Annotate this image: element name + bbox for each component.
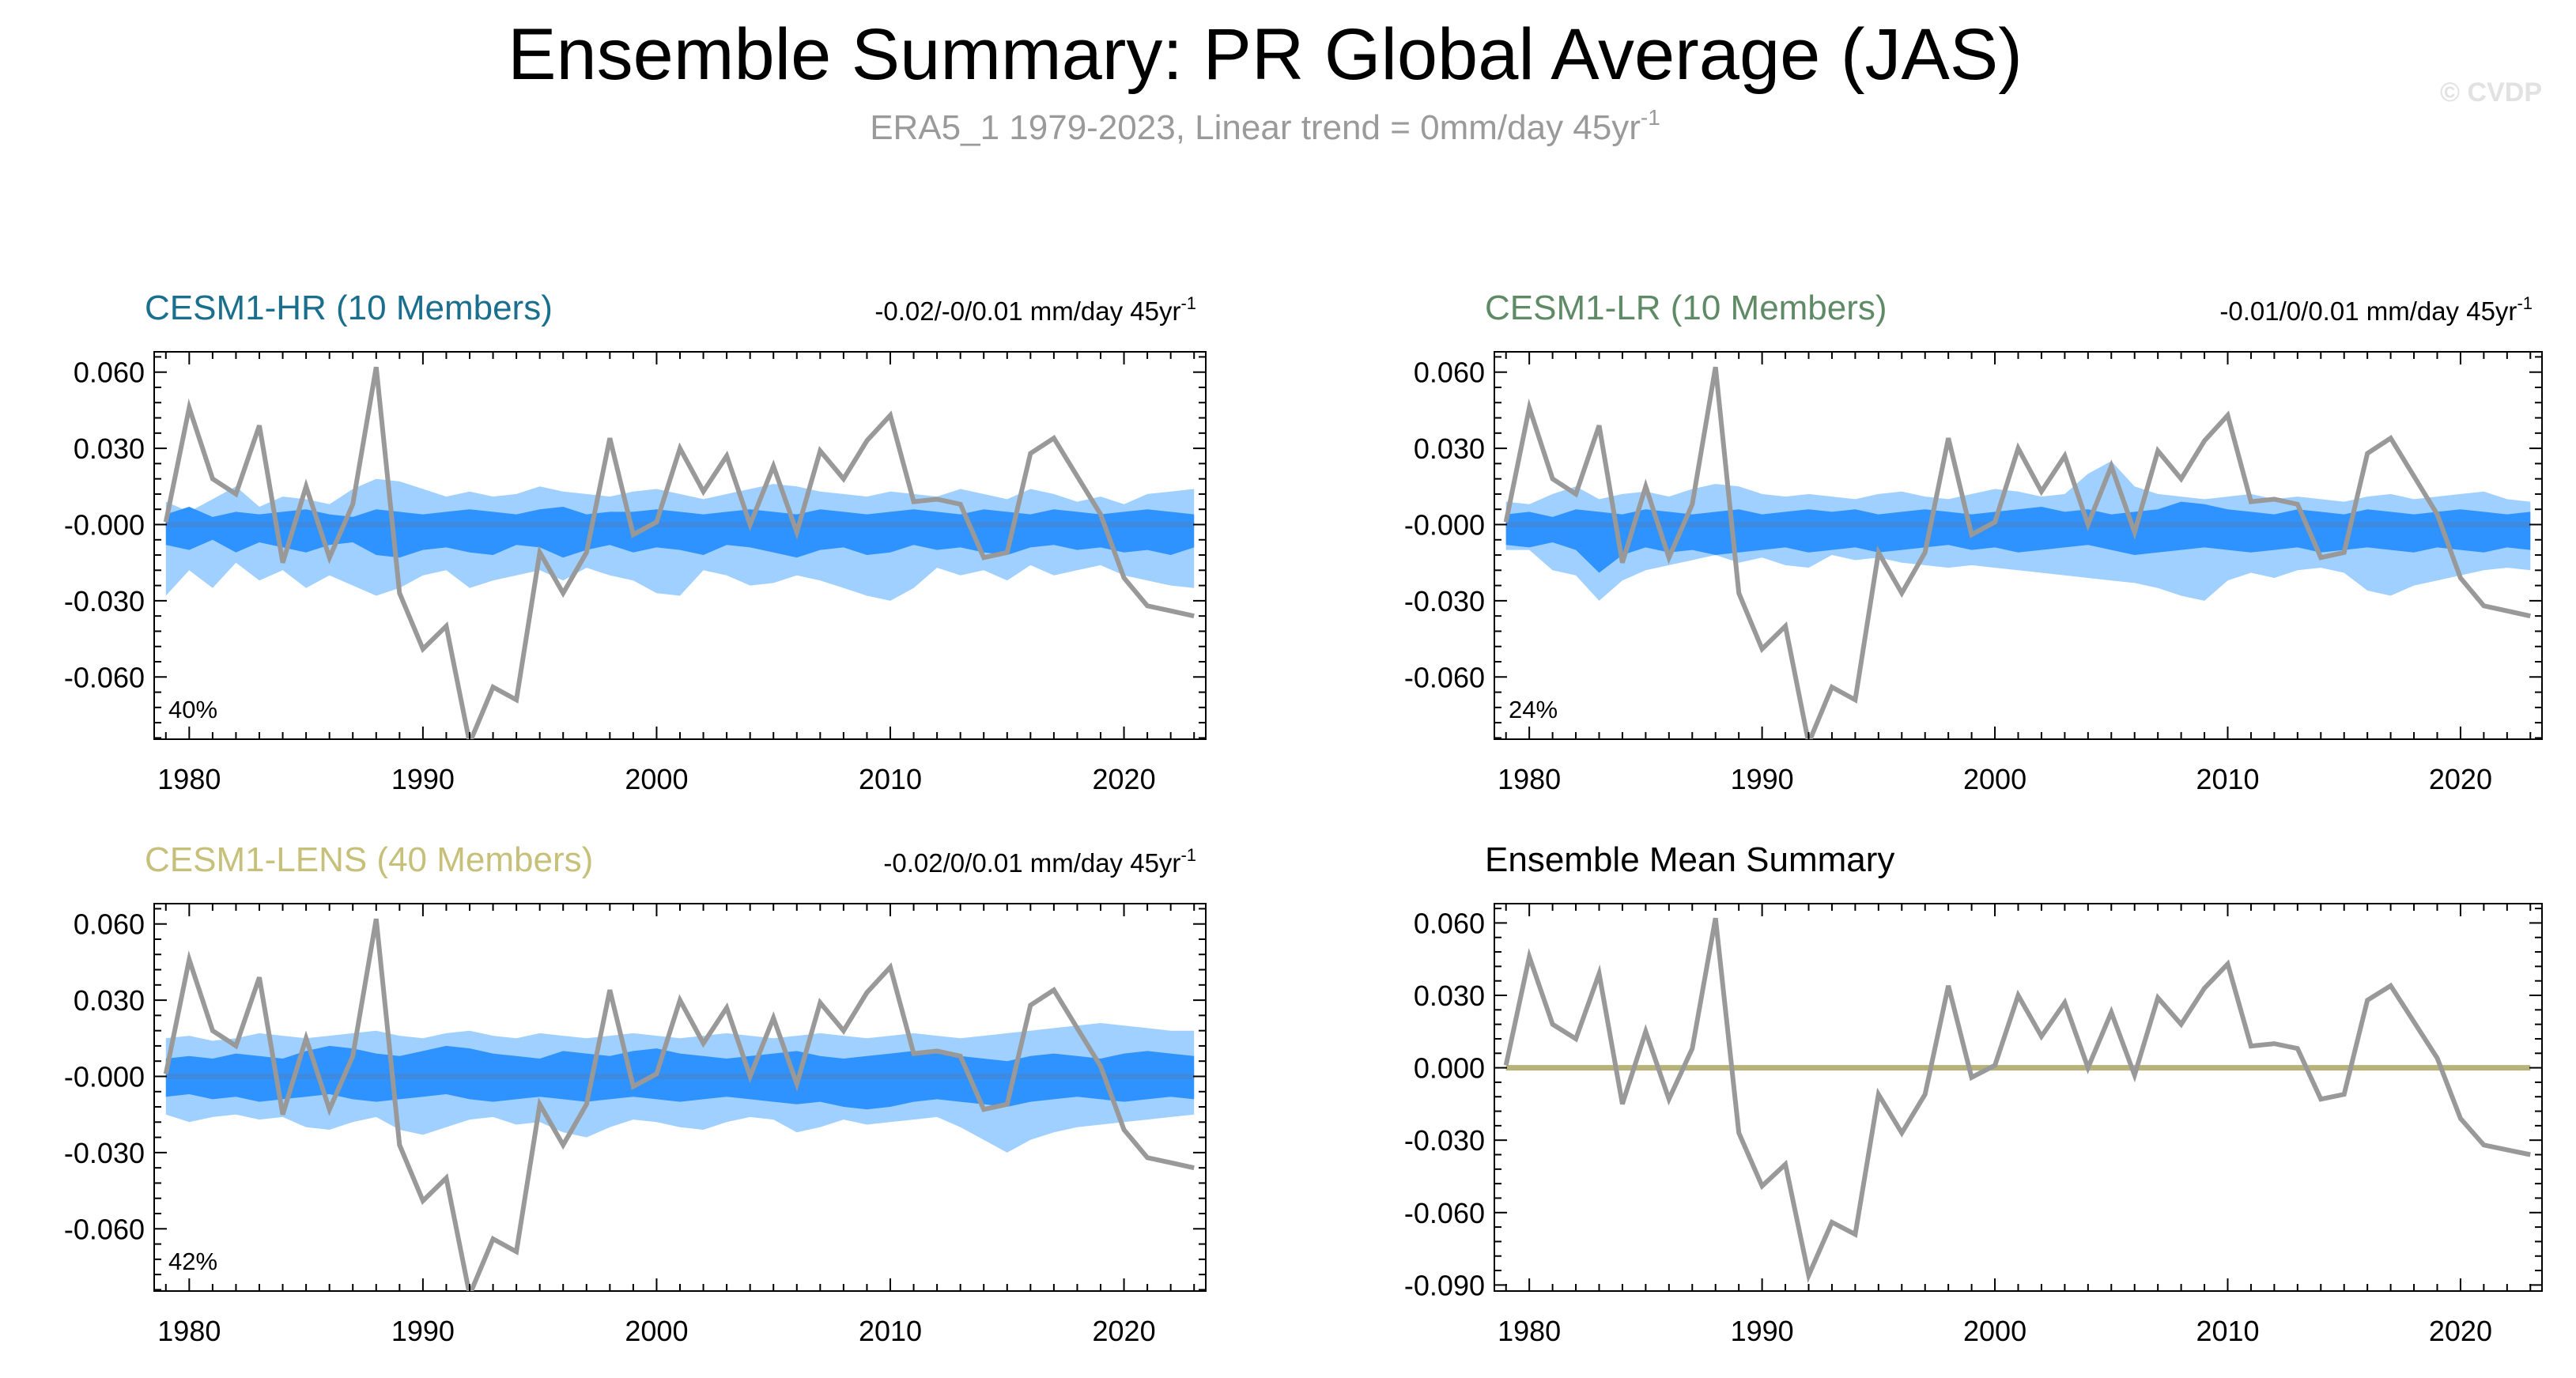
trend-range: -0.01/0/0.01 mm/day 45yr-1: [2219, 293, 2533, 326]
subtitle-superscript: -1: [1641, 105, 1660, 130]
y-tick-label: -0.030: [1404, 585, 1485, 617]
panel-cesm1-hr: 1980 1990 2000 2010 2020 0.060 0.030 -0.000 -0.0…: [64, 289, 1207, 795]
x-tick-label: 2000: [625, 1315, 688, 1347]
y-tick-label: 0.060: [74, 357, 145, 389]
x-tick-label: 1980: [157, 763, 221, 795]
panel-title: CESM1-LENS (40 Members): [145, 840, 593, 879]
x-tick-label: 2010: [2196, 763, 2259, 795]
x-tick-label: 2020: [1093, 763, 1156, 795]
plot-area: [163, 918, 1195, 1291]
watermark: © CVDP: [2440, 77, 2542, 108]
x-tick-label: 2020: [1093, 1315, 1156, 1347]
x-tick-label: 1990: [391, 1315, 455, 1347]
y-tick-label: 0.000: [1414, 1052, 1485, 1085]
trend-range: -0.02/0/0.01 mm/day 45yr-1: [883, 845, 1196, 878]
plot-area: [1503, 366, 2531, 739]
x-tick-label: 1980: [157, 1315, 221, 1347]
observed-line: [163, 918, 1195, 1291]
plot-frame: [1494, 903, 2543, 1292]
x-tick-label: 2010: [859, 763, 922, 795]
y-tick-label: -0.030: [1404, 1124, 1485, 1157]
x-tick-label: 2010: [2196, 1315, 2259, 1347]
y-tick-label: 0.030: [1414, 980, 1485, 1012]
y-tick-label: 0.060: [1414, 357, 1485, 389]
percent-label: 24%: [1509, 696, 1558, 723]
y-tick-label: -0.060: [1404, 661, 1485, 693]
y-tick-label: -0.000: [1404, 508, 1485, 541]
percent-label: 42%: [168, 1248, 217, 1275]
y-tick-label: -0.060: [1404, 1197, 1485, 1229]
observed-line: [163, 366, 1195, 739]
x-tick-label: 1980: [1498, 763, 1561, 795]
x-tick-label: 2020: [2429, 1315, 2492, 1347]
figure-title: Ensemble Summary: PR Global Average (JAS…: [508, 14, 2023, 95]
y-tick-label: -0.060: [64, 1213, 145, 1245]
x-tick-label: 2010: [859, 1315, 922, 1347]
plot-area: [1503, 917, 2531, 1284]
y-tick-label: 0.030: [74, 984, 145, 1017]
panel-title: Ensemble Mean Summary: [1485, 840, 1894, 879]
plot-area: [163, 366, 1195, 739]
y-tick-label: 0.030: [74, 432, 145, 465]
spread-band-inner: [1505, 501, 2531, 573]
y-tick-label: 0.060: [74, 908, 145, 941]
x-tick-label: 1990: [1731, 763, 1794, 795]
trend-range-superscript: -1: [1180, 293, 1196, 313]
x-tick-label: 2020: [2429, 763, 2492, 795]
y-tick-label: -0.000: [64, 1060, 145, 1093]
trend-range: -0.02/-0/0.01 mm/day 45yr-1: [874, 293, 1196, 326]
panel-ensemble-mean-summary: 1980 1990 2000 2010 2020 0.060 0.030 0.000 -0.03…: [1404, 840, 2543, 1347]
panel-title: CESM1-HR (10 Members): [145, 289, 553, 327]
panel-title: CESM1-LR (10 Members): [1485, 289, 1887, 327]
y-tick-label: -0.000: [64, 508, 145, 541]
panel-cesm1-lens: 1980 1990 2000 2010 2020 0.060 0.030 -0.000 -0.0…: [64, 840, 1207, 1347]
percent-label: 40%: [168, 696, 217, 723]
x-tick-label: 2000: [625, 763, 688, 795]
y-tick-label: -0.030: [64, 585, 145, 617]
observed-line: [1503, 917, 2531, 1284]
y-tick-label: -0.090: [1404, 1269, 1485, 1301]
y-tick-label: -0.030: [64, 1137, 145, 1169]
y-tick-label: 0.060: [1414, 907, 1485, 939]
subtitle-main: ERA5_1 1979-2023, Linear trend = 0mm/day…: [870, 108, 1641, 147]
figure-subtitle: ERA5_1 1979-2023, Linear trend = 0mm/day…: [870, 105, 1660, 147]
trend-range-main: -0.02/-0/0.01 mm/day 45yr: [874, 296, 1180, 326]
trend-range-superscript: -1: [2517, 293, 2533, 313]
x-tick-label: 1980: [1498, 1315, 1561, 1347]
x-tick-label: 1990: [391, 763, 455, 795]
y-tick-label: 0.030: [1414, 432, 1485, 465]
x-tick-label: 2000: [1963, 1315, 2026, 1347]
trend-range-main: -0.01/0/0.01 mm/day 45yr: [2219, 296, 2517, 326]
x-tick-label: 2000: [1963, 763, 2026, 795]
trend-range-superscript: -1: [1180, 845, 1196, 865]
x-tick-label: 1990: [1731, 1315, 1794, 1347]
panel-cesm1-lr: 1980 1990 2000 2010 2020 0.060 0.030 -0.000 -0.0…: [1404, 289, 2543, 795]
observed-line: [1503, 366, 2531, 739]
trend-range-main: -0.02/0/0.01 mm/day 45yr: [883, 848, 1180, 878]
spread-band-inner: [165, 507, 1195, 558]
y-tick-label: -0.060: [64, 661, 145, 693]
